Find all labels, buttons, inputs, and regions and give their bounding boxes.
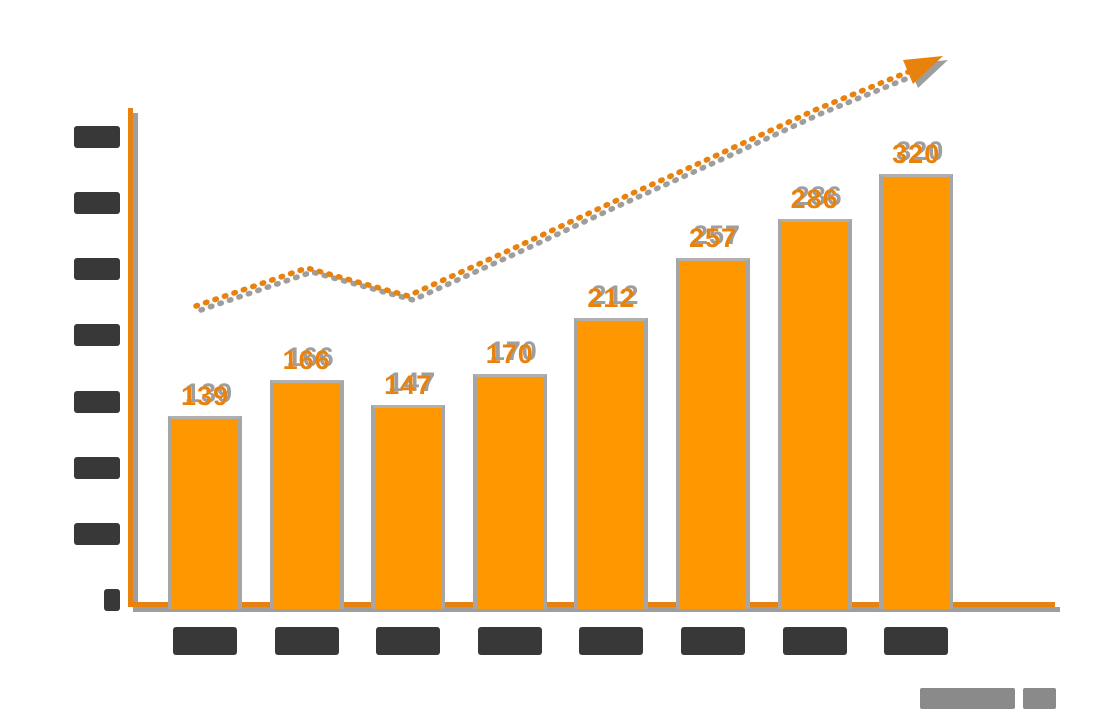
y-tick-label-redacted — [104, 589, 120, 611]
bar — [676, 258, 750, 609]
y-tick-label-redacted — [74, 126, 120, 148]
x-tick-label-redacted — [477, 627, 542, 655]
y-tick-label-redacted — [74, 522, 120, 545]
bar-value-label: 212 — [587, 283, 636, 314]
bar-value-label: 166 — [282, 344, 331, 375]
y-axis-line — [128, 108, 133, 605]
x-tick-label-redacted — [274, 627, 339, 655]
x-tick-label-redacted — [173, 627, 237, 655]
source-note-block — [920, 688, 1015, 709]
y-tick-label-redacted — [74, 390, 120, 413]
x-tick-label-redacted — [681, 627, 745, 655]
bar-value-label: 170 — [485, 339, 534, 370]
x-tick-label-redacted — [884, 627, 949, 655]
x-tick-label-redacted — [579, 627, 644, 655]
bar-value-label: 286 — [790, 184, 839, 215]
y-tick-label-redacted — [74, 258, 120, 281]
bar — [879, 174, 954, 609]
bar — [168, 415, 242, 609]
source-note-block — [1023, 688, 1056, 709]
bar — [269, 379, 344, 609]
bar-value-label: 257 — [688, 223, 738, 254]
bar — [574, 318, 649, 609]
y-tick-label-redacted — [74, 456, 120, 479]
bar — [777, 219, 852, 609]
y-tick-label-redacted — [74, 324, 120, 347]
bar-value-label: 139 — [180, 380, 230, 411]
bar — [472, 374, 547, 609]
bar-value-label: 320 — [892, 139, 941, 169]
x-tick-label-redacted — [376, 627, 441, 655]
bar-value-label: 147 — [384, 369, 433, 400]
y-tick-label-redacted — [74, 192, 120, 215]
x-tick-label-redacted — [782, 627, 847, 655]
bar — [371, 404, 446, 609]
